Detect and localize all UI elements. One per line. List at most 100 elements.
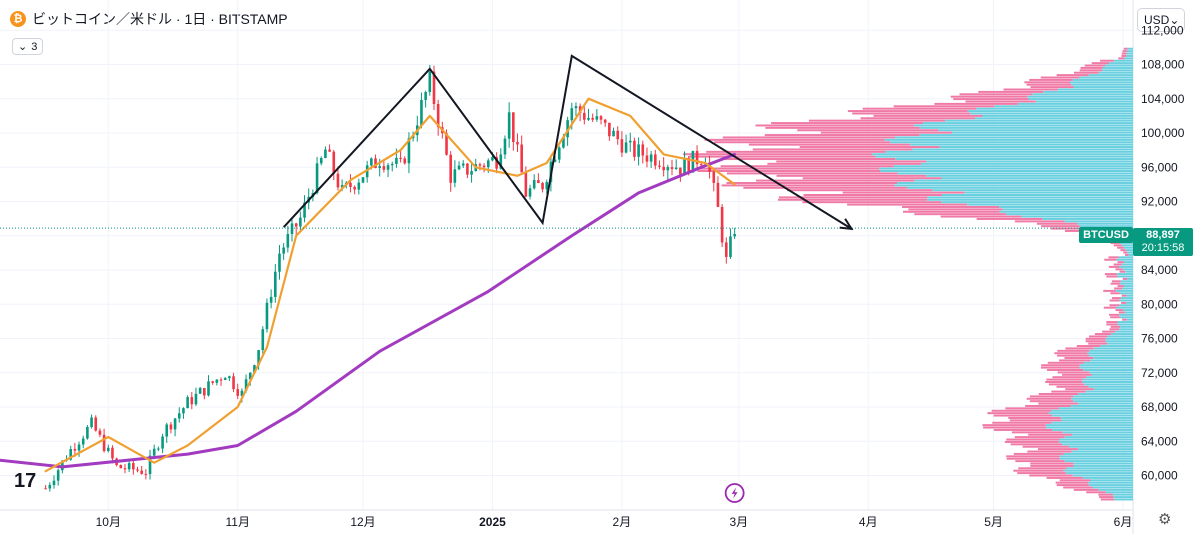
volume-profile-bar [697, 170, 881, 173]
candle-body [507, 112, 511, 139]
volume-profile-bar [1105, 340, 1133, 343]
volume-profile-bar [959, 93, 1033, 96]
volume-profile-bar [1008, 416, 1061, 419]
volume-profile-bar [907, 186, 1133, 189]
candle-body [645, 155, 649, 162]
volume-profile-bar [1088, 481, 1133, 484]
volume-profile-bar [1120, 249, 1126, 252]
gear-icon[interactable]: ⚙ [1158, 511, 1172, 528]
candle-body [541, 183, 544, 190]
candle-body [566, 120, 569, 138]
volume-profile-bar [1121, 301, 1127, 304]
volume-profile-bar [802, 201, 942, 204]
x-tick-label: 4月 [859, 515, 878, 529]
candle-body [478, 164, 482, 166]
volume-profile-bar [1068, 445, 1133, 448]
candle-body [86, 426, 89, 439]
volume-profile-bar [1107, 342, 1133, 345]
y-tick-label: 60,000 [1141, 469, 1178, 483]
volume-profile-bar [1071, 397, 1133, 400]
volume-profile-bar [1029, 400, 1074, 403]
candle-body [395, 157, 398, 164]
volume-profile-bar [1045, 424, 1133, 427]
volume-profile-bar [842, 191, 965, 194]
candle-body [353, 186, 356, 190]
volume-profile-bar [1098, 488, 1133, 491]
volume-profile-bar [982, 424, 1046, 427]
volume-profile-bar [919, 134, 1133, 137]
volume-profile-bar [1029, 395, 1074, 398]
volume-profile-bar [1120, 325, 1133, 328]
volume-profile-bar [1083, 369, 1133, 372]
currency-selector[interactable]: USD ⌄ [1137, 8, 1185, 32]
candle-body [198, 387, 202, 394]
volume-profile-bar [1093, 388, 1133, 391]
indicators-toggle[interactable]: ⌄ 3 [12, 38, 44, 55]
volume-profile-bar [1085, 340, 1106, 343]
volume-profile-bar [1092, 486, 1133, 489]
candle-body [482, 165, 486, 168]
candle-body [658, 165, 661, 167]
candle-body [157, 448, 160, 450]
volume-profile-bar [1084, 383, 1133, 386]
volume-profile-bar [893, 165, 1133, 168]
volume-profile-bar [1071, 450, 1133, 453]
volume-profile-bar [704, 138, 885, 141]
volume-profile-bar [1029, 474, 1073, 477]
trend-pattern-line [282, 54, 853, 230]
volume-profile-bar [1126, 52, 1133, 55]
volume-profile-bar [1112, 493, 1133, 496]
symbol-header[interactable]: ₿ ビットコイン／米ドル · 1日 · BITSTAMP [10, 9, 288, 29]
volume-profile-bar [1123, 246, 1133, 249]
volume-profile-bar [1126, 318, 1133, 321]
volume-profile-bar [999, 210, 1133, 213]
volume-profile-bar [1079, 76, 1133, 79]
candle-body [382, 166, 386, 170]
candle-body [616, 130, 620, 140]
candle-body [470, 171, 473, 175]
candle-body [299, 217, 302, 227]
candle-body [520, 144, 523, 173]
volume-profile-bar [890, 141, 1133, 144]
candle-body [48, 485, 52, 489]
candle-body [557, 147, 561, 160]
volume-profile-bar [914, 179, 1133, 182]
volume-profile-bar [1108, 265, 1120, 268]
volume-profile-bar [1119, 304, 1133, 307]
volume-profile-bar [765, 126, 920, 129]
volume-profile-bar [1103, 306, 1117, 309]
candle-body [608, 122, 611, 137]
volume-profile-bar [1062, 431, 1133, 434]
candle-body [349, 182, 352, 187]
volume-profile-bar [1085, 390, 1133, 393]
volume-profile-bar [1061, 419, 1133, 422]
volume-profile-bar [1115, 268, 1123, 271]
volume-profile-bar [1117, 323, 1133, 326]
volume-profile-bar [1030, 462, 1074, 465]
volume-profile-bar [1100, 345, 1133, 348]
candle-body [545, 182, 549, 190]
candle-body [119, 465, 123, 469]
volume-profile-bar [1046, 378, 1083, 381]
candle-body [340, 185, 344, 188]
volume-profile-bar [1036, 222, 1078, 225]
volume-profile-bar [1102, 69, 1133, 72]
volume-profile-bar [938, 129, 1133, 132]
volume-profile-bar [908, 208, 1003, 211]
candle-body [449, 154, 452, 183]
volume-profile-bar [902, 205, 1000, 208]
volume-profile-bar [1014, 220, 1065, 223]
candle-body [257, 350, 260, 366]
candle-body [720, 206, 724, 243]
candle-body [654, 154, 657, 166]
candle-body [81, 438, 85, 445]
volume-profile-bar [927, 198, 1133, 201]
indicator-count: 3 [31, 40, 38, 53]
volume-profile-bar [1103, 289, 1116, 292]
candle-body [240, 390, 244, 396]
candle-body [532, 180, 536, 189]
tradingview-logo[interactable]: 17 [14, 470, 37, 492]
volume-profile-bar [1051, 421, 1133, 424]
candle-body [716, 182, 720, 207]
